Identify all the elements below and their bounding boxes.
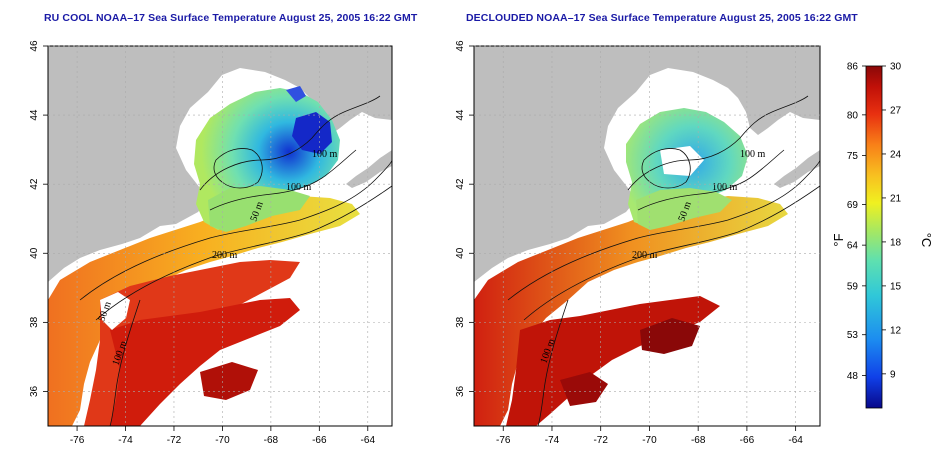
lat-tick-label: 44 <box>29 109 40 121</box>
colorbar-gradient <box>865 65 883 409</box>
left-offshore-red <box>110 298 300 426</box>
fahrenheit-unit-label: °F <box>831 233 846 246</box>
celsius-tick-label: 18 <box>890 237 902 248</box>
fahrenheit-tick-label: 59 <box>847 281 859 292</box>
left-land-mass <box>48 46 392 282</box>
lat-tick-label: 42 <box>29 178 40 190</box>
right-nova-scotia <box>774 150 820 188</box>
lon-tick-label: -68 <box>691 435 706 446</box>
lon-tick-label: -74 <box>118 435 133 446</box>
left-slope-warm <box>84 260 300 426</box>
celsius-tick-label: 27 <box>890 105 902 116</box>
lat-tick-label: 44 <box>455 109 466 121</box>
celsius-tick-label: 30 <box>890 62 902 73</box>
celsius-tick-label: 12 <box>890 325 902 336</box>
lat-tick-label: 38 <box>455 316 466 328</box>
left-bay-of-fundy-blue <box>286 86 306 102</box>
lat-tick-label: 38 <box>29 316 40 328</box>
fahrenheit-tick-label: 69 <box>847 200 859 211</box>
left-deep-blue-core <box>292 112 332 154</box>
lon-tick-label: -64 <box>361 435 376 446</box>
left-bathymetry-contours <box>79 95 392 426</box>
lat-tick-label: 46 <box>29 40 40 52</box>
lat-tick-label: 40 <box>455 247 466 259</box>
left-contour-label-1: 100 m <box>312 149 338 160</box>
left-deep-red-patch <box>200 362 258 400</box>
fahrenheit-tick-label: 53 <box>847 330 859 341</box>
fahrenheit-tick-label: 80 <box>847 110 859 121</box>
fahrenheit-tick-label: 64 <box>847 241 859 252</box>
temperature-colorbar: 86 80 75 69 64 59 53 48 30 27 24 21 18 15 12 9 °F °C <box>831 62 934 409</box>
left-warm-shelf <box>48 196 360 426</box>
right-contour-label-2: 100 m <box>712 182 738 193</box>
left-georges-green <box>208 186 310 232</box>
lon-tick-label: -70 <box>215 435 230 446</box>
celsius-tick-label: 15 <box>890 281 902 292</box>
colorbar-ticks: 86 80 75 69 64 59 53 48 30 27 24 21 18 15 12 9 <box>847 62 902 382</box>
right-georges-green <box>636 188 732 230</box>
right-warm-shelf <box>474 196 788 426</box>
lon-tick-label: -70 <box>642 435 657 446</box>
left-contour-label-2: 100 m <box>286 182 312 193</box>
fahrenheit-tick-label: 48 <box>847 371 859 382</box>
right-lat-axis: 36 38 40 42 44 46 <box>455 40 820 397</box>
lon-tick-label: -72 <box>593 435 608 446</box>
lat-tick-label: 42 <box>455 178 466 190</box>
left-cloud-patch <box>100 292 130 330</box>
lat-tick-label: 36 <box>29 385 40 397</box>
right-deep-red-patch-2 <box>560 372 608 406</box>
lon-tick-label: -66 <box>740 435 755 446</box>
lon-tick-label: -64 <box>788 435 803 446</box>
lon-tick-label: -66 <box>312 435 327 446</box>
right-bathymetry-contours <box>507 95 820 426</box>
fahrenheit-tick-label: 75 <box>847 151 859 162</box>
lon-tick-label: -68 <box>264 435 279 446</box>
right-contour-label-4: 200 m <box>632 250 658 261</box>
left-lon-axis: -76 -74 -72 -70 -68 -66 -64 <box>70 46 376 446</box>
right-map-panel: 100 m 100 m 50 m 200 m 100 m -76 -74 -72 -7… <box>455 40 821 446</box>
fahrenheit-tick-label: 86 <box>847 62 859 73</box>
lat-tick-label: 36 <box>455 385 466 397</box>
lat-tick-label: 46 <box>455 40 466 52</box>
right-map-frame <box>473 45 821 427</box>
lon-tick-label: -72 <box>167 435 182 446</box>
lat-tick-label: 40 <box>29 247 40 259</box>
left-nova-scotia <box>346 150 392 188</box>
lon-tick-label: -76 <box>496 435 511 446</box>
celsius-tick-label: 24 <box>890 149 902 160</box>
celsius-unit-label: °C <box>919 233 934 248</box>
lon-tick-label: -74 <box>545 435 560 446</box>
right-lon-axis: -76 -74 -72 -70 -68 -66 -64 <box>496 46 803 446</box>
right-map-title: DECLOUDED NOAA–17 Sea Surface Temperatur… <box>466 12 858 24</box>
right-deep-red-patch <box>640 318 700 354</box>
left-map-panel: 100 m 100 m 50 m 200 m 50 m 100 m -76 -74… <box>29 40 393 446</box>
right-cloud-gap <box>660 146 704 176</box>
right-contour-label-1: 100 m <box>740 149 766 160</box>
left-lat-axis: 36 38 40 42 44 46 <box>29 40 392 397</box>
left-map-title: RU COOL NOAA–17 Sea Surface Temperature … <box>44 12 418 24</box>
left-contour-label-4: 200 m <box>212 250 238 261</box>
right-land-mass <box>474 46 820 282</box>
celsius-tick-label: 21 <box>890 193 902 204</box>
lon-tick-label: -76 <box>70 435 85 446</box>
celsius-tick-label: 9 <box>890 369 896 380</box>
